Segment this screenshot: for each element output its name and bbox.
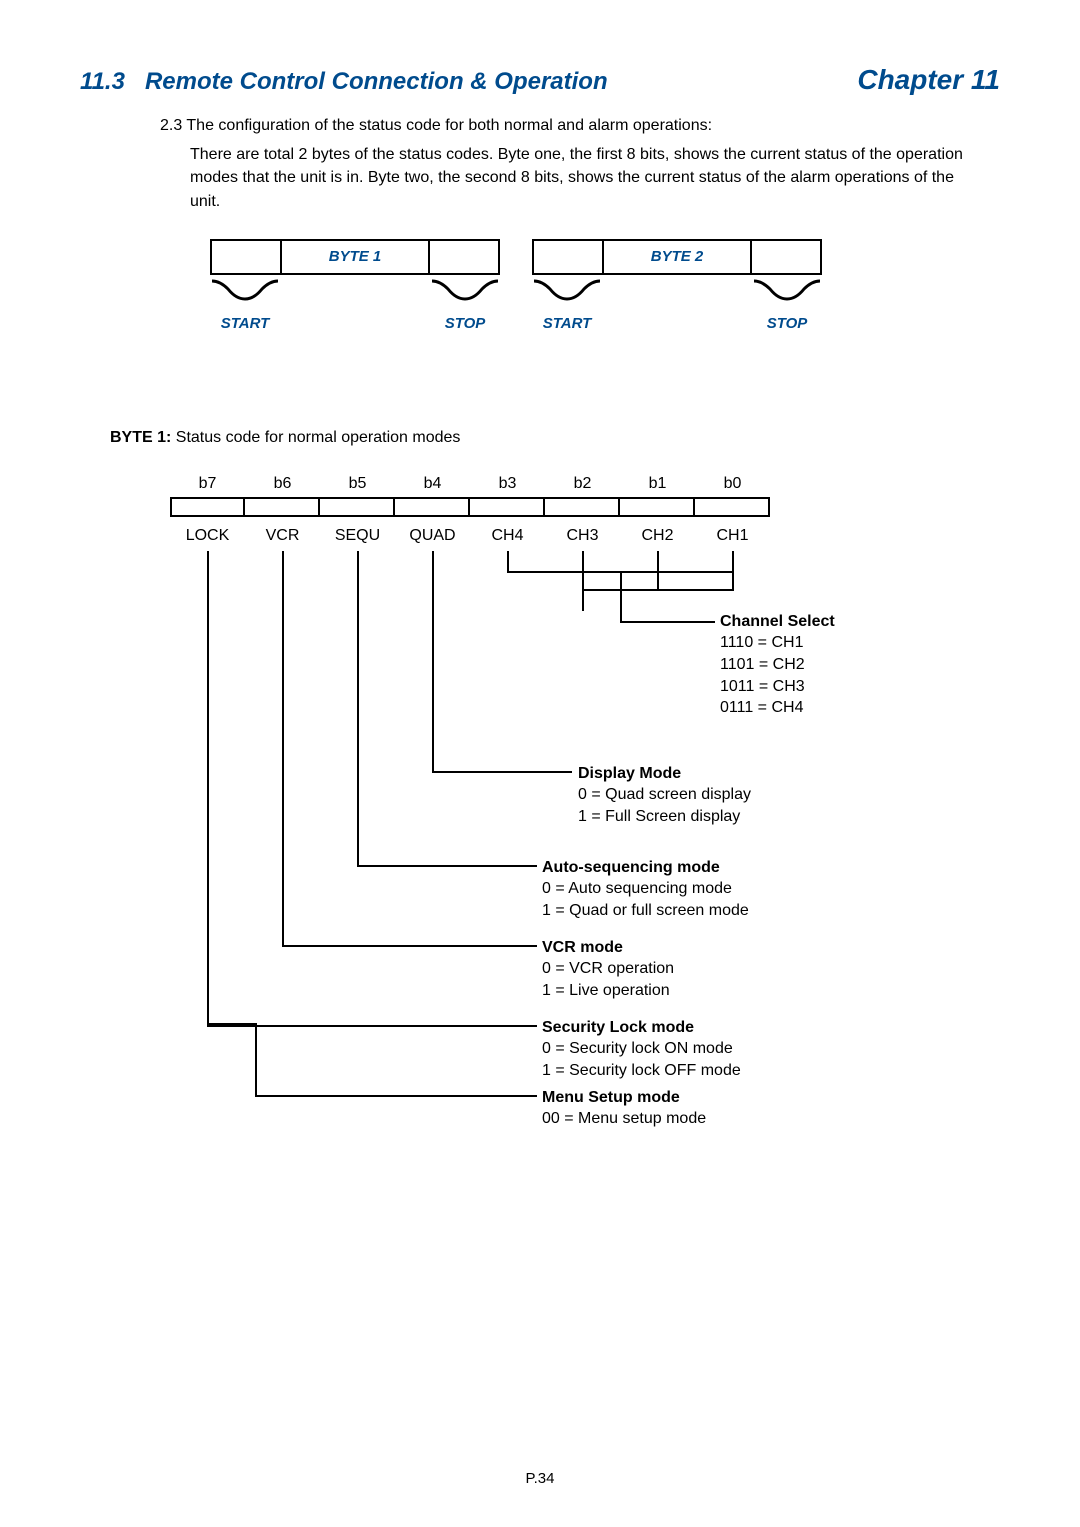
frame-label-stop: STOP <box>420 315 510 332</box>
desc-title: Auto-sequencing mode <box>542 857 749 879</box>
bit-label: CH1 <box>695 527 770 545</box>
section-title: 11.3 Remote Control Connection & Operati… <box>80 68 608 96</box>
section-number: 11.3 <box>80 68 125 95</box>
desc-line: 1101 = CH2 <box>720 654 835 676</box>
desc-title: Menu Setup mode <box>542 1087 706 1109</box>
desc-title: Channel Select <box>720 611 835 633</box>
desc-line: 0 = VCR operation <box>542 958 674 980</box>
bit-header: b0 <box>695 475 770 493</box>
bit-label: SEQU <box>320 527 395 545</box>
byte1-caption-bold: BYTE 1: <box>110 429 171 446</box>
page-header: 11.3 Remote Control Connection & Operati… <box>80 64 1000 96</box>
frame-start-2 <box>532 239 602 275</box>
intro-line-1: 2.3 The configuration of the status code… <box>160 114 1000 137</box>
bit-header: b3 <box>470 475 545 493</box>
frame-label-start: START <box>200 315 290 332</box>
bit-label: CH3 <box>545 527 620 545</box>
desc-title: VCR mode <box>542 937 674 959</box>
bit-label-row: LOCK VCR SEQU QUAD CH4 CH3 CH2 CH1 <box>170 527 770 545</box>
bit-header: b2 <box>545 475 620 493</box>
bit-header: b6 <box>245 475 320 493</box>
bit-header: b5 <box>320 475 395 493</box>
desc-line: 1 = Quad or full screen mode <box>542 900 749 922</box>
bit-header: b4 <box>395 475 470 493</box>
desc-line: 1011 = CH3 <box>720 676 835 698</box>
desc-line: 1 = Live operation <box>542 980 674 1002</box>
brace-icon <box>752 279 822 301</box>
desc-auto-sequencing: Auto-sequencing mode 0 = Auto sequencing… <box>542 857 749 922</box>
desc-line: 0 = Auto sequencing mode <box>542 878 749 900</box>
bit-diagram: b7 b6 b5 b4 b3 b2 b1 b0 LOCK VCR SEQU QU… <box>170 475 890 1125</box>
desc-channel-select: Channel Select 1110 = CH1 1101 = CH2 101… <box>720 611 835 719</box>
brace-icon <box>532 279 602 301</box>
bit-label: QUAD <box>395 527 470 545</box>
desc-line: 0 = Quad screen display <box>578 784 751 806</box>
desc-line: 00 = Menu setup mode <box>542 1108 706 1130</box>
bit-header: b7 <box>170 475 245 493</box>
chapter-label: Chapter 11 <box>857 64 1000 96</box>
bit-label: CH4 <box>470 527 545 545</box>
byte1-caption: BYTE 1: Status code for normal operation… <box>110 429 1000 447</box>
desc-title: Display Mode <box>578 763 751 785</box>
bit-cell-row <box>170 497 770 517</box>
page-number: P.34 <box>0 1470 1080 1487</box>
bit-header-row: b7 b6 b5 b4 b3 b2 b1 b0 <box>170 475 770 493</box>
bit-header: b1 <box>620 475 695 493</box>
desc-menu-setup: Menu Setup mode 00 = Menu setup mode <box>542 1087 706 1130</box>
bit-label: VCR <box>245 527 320 545</box>
desc-line: 1 = Full Screen display <box>578 806 751 828</box>
frame-label-start: START <box>522 315 612 332</box>
section-name: Remote Control Connection & Operation <box>145 68 608 95</box>
desc-title: Security Lock mode <box>542 1017 741 1039</box>
desc-display-mode: Display Mode 0 = Quad screen display 1 =… <box>578 763 751 828</box>
desc-vcr-mode: VCR mode 0 = VCR operation 1 = Live oper… <box>542 937 674 1002</box>
frame-byte-1: BYTE 1 <box>280 239 430 275</box>
frame-byte-2: BYTE 2 <box>602 239 752 275</box>
desc-line: 0111 = CH4 <box>720 697 835 719</box>
brace-icon <box>210 279 280 301</box>
byte-frame-diagram: BYTE 1 BYTE 2 START STOP START STOP <box>210 239 930 379</box>
frame-stop-2 <box>752 239 822 275</box>
byte1-caption-text: Status code for normal operation modes <box>171 429 460 446</box>
bit-label: CH2 <box>620 527 695 545</box>
frame-label-stop: STOP <box>742 315 832 332</box>
desc-line: 0 = Security lock ON mode <box>542 1038 741 1060</box>
frame-stop-1 <box>430 239 500 275</box>
desc-line: 1 = Security lock OFF mode <box>542 1060 741 1082</box>
desc-security-lock: Security Lock mode 0 = Security lock ON … <box>542 1017 741 1082</box>
frame-start-1 <box>210 239 280 275</box>
desc-line: 1110 = CH1 <box>720 632 835 654</box>
intro-line-2: There are total 2 bytes of the status co… <box>190 143 980 213</box>
brace-icon <box>430 279 500 301</box>
bit-label: LOCK <box>170 527 245 545</box>
